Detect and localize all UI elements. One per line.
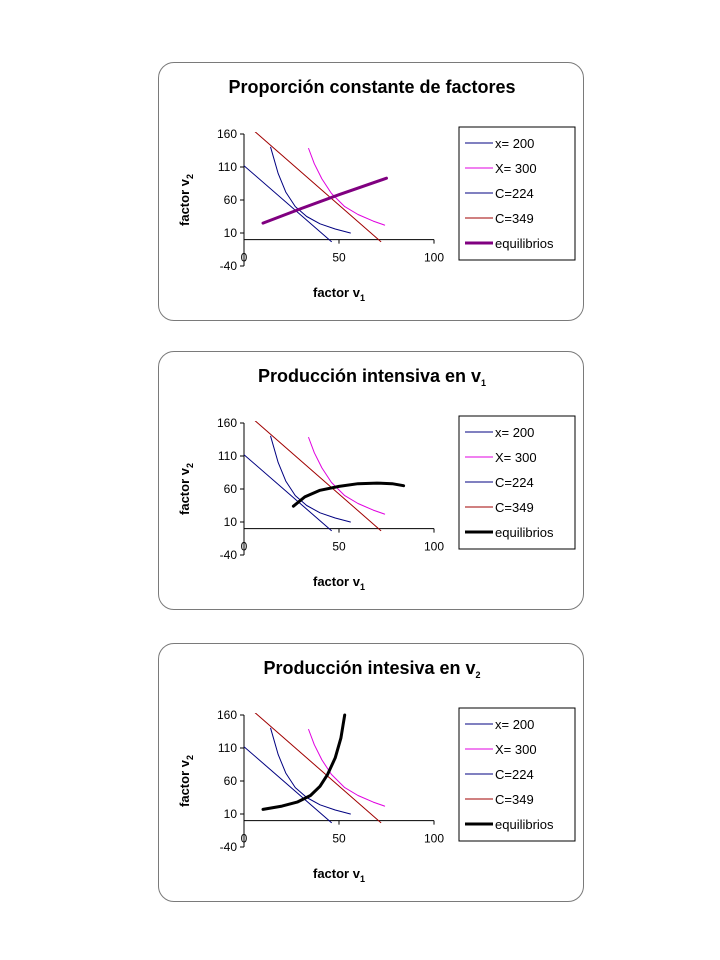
- y-tick-label: -40: [220, 840, 238, 854]
- series-line-c-349: [254, 713, 382, 824]
- series-line-c-224: [244, 454, 332, 532]
- x-axis-label-main: factor v: [313, 285, 361, 300]
- y-tick-label: 10: [224, 807, 238, 821]
- chart-title: Producción intesiva en v2: [263, 658, 480, 680]
- legend: x= 200 X= 300 C=224 C=349 equilibrios: [458, 126, 576, 261]
- x-tick-label: 50: [332, 251, 346, 265]
- series-line-equilibrios: [261, 713, 347, 811]
- legend-entry: C=349: [495, 500, 534, 515]
- series-line-c-224: [244, 165, 332, 243]
- legend-entry: equilibrios: [495, 525, 554, 540]
- y-axis-label-main: factor v: [177, 467, 192, 515]
- legend-entry: X= 300: [495, 742, 537, 757]
- y-axis-label-sub: 2: [185, 174, 195, 179]
- series-line-x-200: [270, 727, 351, 815]
- y-tick-label: 10: [224, 226, 238, 240]
- series-line-c-349: [254, 421, 382, 532]
- chart-panel-3: Producción intesiva en v2 160 110 60 10 -40 0 5…: [158, 643, 584, 902]
- legend: x= 200 X= 300 C=224 C=349 equilibrios: [458, 415, 576, 550]
- chart-title-main: Producción intensiva en v: [258, 366, 481, 386]
- chart-panel-1: Proporción constante de factores 160 110 60…: [158, 62, 584, 321]
- x-tick-label: 100: [424, 251, 444, 265]
- y-tick-label: 110: [218, 160, 237, 174]
- x-axis-label: factor v1: [313, 285, 365, 303]
- x-axis-label: factor v1: [313, 574, 365, 592]
- series-line-x-300: [308, 437, 386, 515]
- y-axis-label: factor v2: [177, 174, 195, 226]
- series-line-c-224: [244, 746, 332, 824]
- x-tick-label: 50: [332, 540, 346, 554]
- legend-entry: C=224: [495, 475, 534, 490]
- x-tick-label: 0: [241, 832, 248, 846]
- x-tick-label: 0: [241, 540, 248, 554]
- y-axis-label-sub: 2: [185, 755, 195, 760]
- y-tick-label: 10: [224, 515, 238, 529]
- y-tick-label: 60: [224, 774, 238, 788]
- legend-entry: x= 200: [495, 136, 534, 151]
- x-axis-label: factor v1: [313, 866, 365, 884]
- legend-entry: equilibrios: [495, 236, 554, 251]
- legend-entry: equilibrios: [495, 817, 554, 832]
- y-axis-label-main: factor v: [177, 759, 192, 807]
- y-tick-label: 110: [218, 449, 237, 463]
- y-tick-label: 60: [224, 193, 238, 207]
- y-tick-label: -40: [220, 548, 238, 562]
- x-tick-label: 50: [332, 832, 346, 846]
- series-line-x-300: [308, 148, 386, 226]
- y-tick-label: -40: [220, 259, 238, 273]
- chart-panel-2: Producción intensiva en v1 160 110 60 10 -40 0…: [158, 351, 584, 610]
- x-tick-label: 100: [424, 832, 444, 846]
- series-line-x-200: [270, 146, 351, 234]
- y-axis-label: factor v2: [177, 463, 195, 515]
- y-tick-label: 60: [224, 482, 238, 496]
- y-axis-label-sub: 2: [185, 463, 195, 468]
- legend-entry: X= 300: [495, 161, 537, 176]
- chart-title-main: Producción intesiva en v: [263, 658, 475, 678]
- y-axis-label-main: factor v: [177, 178, 192, 226]
- legend-entry: C=224: [495, 186, 534, 201]
- series-line-c-349: [254, 132, 382, 243]
- chart-title-sub: 2: [476, 670, 481, 680]
- y-axis-label: factor v2: [177, 755, 195, 807]
- chart-title-main: Proporción constante de factores: [228, 77, 515, 97]
- y-tick-label: 110: [218, 741, 237, 755]
- y-tick-label: 160: [217, 416, 237, 430]
- chart-title: Proporción constante de factores: [228, 77, 515, 97]
- legend-entry: C=349: [495, 792, 534, 807]
- series-line-x-300: [308, 729, 386, 807]
- y-tick-label: 160: [217, 708, 237, 722]
- x-tick-label: 0: [241, 251, 248, 265]
- chart-title-sub: 1: [481, 378, 486, 388]
- x-axis-label-sub: 1: [360, 293, 365, 303]
- x-axis-label-main: factor v: [313, 574, 361, 589]
- x-axis-label-sub: 1: [360, 582, 365, 592]
- legend: x= 200 X= 300 C=224 C=349 equilibrios: [458, 707, 576, 842]
- series-line-x-200: [270, 435, 351, 523]
- x-axis-label-sub: 1: [360, 874, 365, 884]
- x-axis-label-main: factor v: [313, 866, 361, 881]
- series-line-equilibrios: [291, 481, 406, 508]
- chart-title: Producción intensiva en v1: [258, 366, 486, 388]
- series-line-equilibrios: [261, 176, 388, 225]
- x-tick-label: 100: [424, 540, 444, 554]
- legend-entry: x= 200: [495, 717, 534, 732]
- legend-entry: X= 300: [495, 450, 537, 465]
- legend-entry: x= 200: [495, 425, 534, 440]
- chart-svg: Producción intensiva en v11601106010-400…: [177, 366, 576, 592]
- chart-svg: Proporción constante de factores16011060…: [177, 77, 576, 303]
- y-tick-label: 160: [217, 127, 237, 141]
- legend-entry: C=349: [495, 211, 534, 226]
- legend-entry: C=224: [495, 767, 534, 782]
